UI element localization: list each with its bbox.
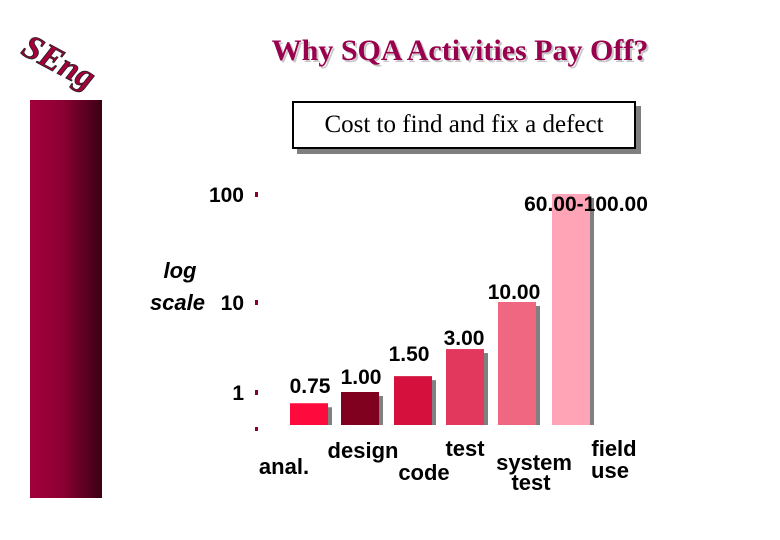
seng-logo: SEng <box>15 28 102 97</box>
y-axis-label-line2: scale <box>150 290 205 315</box>
chart-title-box: Cost to find and fix a defect <box>292 101 641 154</box>
bar-5 <box>552 194 590 425</box>
bar-value-label-5: 60.00-100.00 <box>524 193 648 216</box>
bar-1 <box>341 392 379 425</box>
x-category-label-2-0: code <box>398 460 449 485</box>
chart-title: Cost to find and fix a defect <box>292 101 636 149</box>
y-axis-origin-mark <box>255 427 258 431</box>
x-category-label-3-0: test <box>445 436 485 461</box>
sidebar-accent-bar <box>30 100 102 498</box>
bar-0 <box>290 403 328 425</box>
y-tick-2 <box>255 192 258 197</box>
x-category-label-5-1: use <box>591 458 629 483</box>
y-tick-label-2: 100 <box>209 184 244 207</box>
x-category-label-4-0: system <box>496 450 572 475</box>
y-tick-label-0: 1 <box>232 382 244 405</box>
bar-4 <box>498 302 536 425</box>
bar-value-label-1: 1.00 <box>341 366 382 389</box>
slide-title: Why SQA Activities Pay Off? <box>271 34 649 67</box>
y-tick-label-1: 10 <box>221 292 244 315</box>
x-category-label-0-0: anal. <box>259 454 309 479</box>
x-category-label-1-0: design <box>328 438 399 463</box>
bar-value-label-4: 10.00 <box>488 281 541 304</box>
y-tick-1 <box>255 300 258 305</box>
bar-2 <box>394 376 432 425</box>
bar-value-label-2: 1.50 <box>389 343 430 366</box>
y-tick-0 <box>255 390 258 395</box>
bar-value-label-3: 3.00 <box>444 327 485 350</box>
bar-value-label-0: 0.75 <box>290 375 331 398</box>
x-category-label-5-0: field <box>591 436 636 461</box>
bar-3 <box>446 349 484 425</box>
y-axis-label-line1: log <box>164 258 198 283</box>
x-category-label-4-1: test <box>511 470 551 495</box>
